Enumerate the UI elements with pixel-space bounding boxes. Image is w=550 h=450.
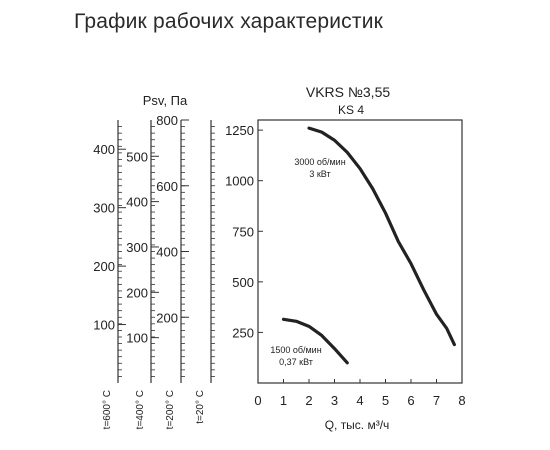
series-label-1: 3 кВт	[309, 169, 330, 179]
aux-tick-label: 100	[126, 331, 148, 346]
x-tick-label: 8	[458, 393, 465, 408]
series-label-2: 1500 об/мин	[270, 345, 321, 355]
x-tick-label: 0	[254, 393, 261, 408]
aux-tick-label: 600	[156, 179, 178, 194]
chart-title: VKRS №3,55	[306, 84, 390, 100]
x-tick-label: 1	[280, 393, 287, 408]
aux-tick-label: 400	[156, 245, 178, 260]
series-line-1	[307, 126, 456, 347]
aux-tick-label: 800	[156, 113, 178, 128]
series-line-2	[281, 317, 349, 365]
aux-tick-label: 200	[126, 285, 148, 300]
aux-tick-label: 200	[93, 259, 115, 274]
aux-tick-label: 100	[93, 318, 115, 333]
x-tick-label: 5	[382, 393, 389, 408]
y-axis-label: Psv, Па	[143, 93, 188, 108]
plot-frame	[257, 119, 463, 384]
aux-tick-label: 200	[156, 310, 178, 325]
aux-tick-label: 400	[126, 195, 148, 210]
y-tick-label: 750	[232, 224, 254, 239]
aux-tick-label: 300	[93, 201, 115, 216]
y-tick-label: 1250	[225, 123, 254, 138]
x-tick-label: 4	[356, 393, 363, 408]
aux-tick-label: 500	[126, 149, 148, 164]
x-tick-label: 3	[331, 393, 338, 408]
x-tick-label: 6	[407, 393, 414, 408]
aux-temp-label: t=200° C	[165, 390, 176, 429]
x-tick-label: 7	[433, 393, 440, 408]
aux-temp-label: t=20° C	[195, 390, 206, 424]
series-label-2: 0,37 кВт	[279, 357, 313, 367]
y-tick-label: 500	[232, 275, 254, 290]
chart-subtitle: KS 4	[338, 103, 364, 117]
aux-temp-label: t=600° C	[102, 390, 113, 429]
x-axis-label: Q, тыс. м³/ч	[325, 418, 390, 432]
aux-tick-label: 400	[93, 142, 115, 157]
x-tick-label: 2	[305, 393, 312, 408]
page-title: График рабочих характеристик	[74, 10, 384, 33]
y-tick-label: 1000	[225, 174, 254, 189]
series-label-1: 3000 об/мин	[294, 157, 345, 167]
y-tick-label: 250	[232, 325, 254, 340]
aux-tick-label: 300	[126, 240, 148, 255]
aux-temp-label: t=400° C	[135, 390, 146, 429]
